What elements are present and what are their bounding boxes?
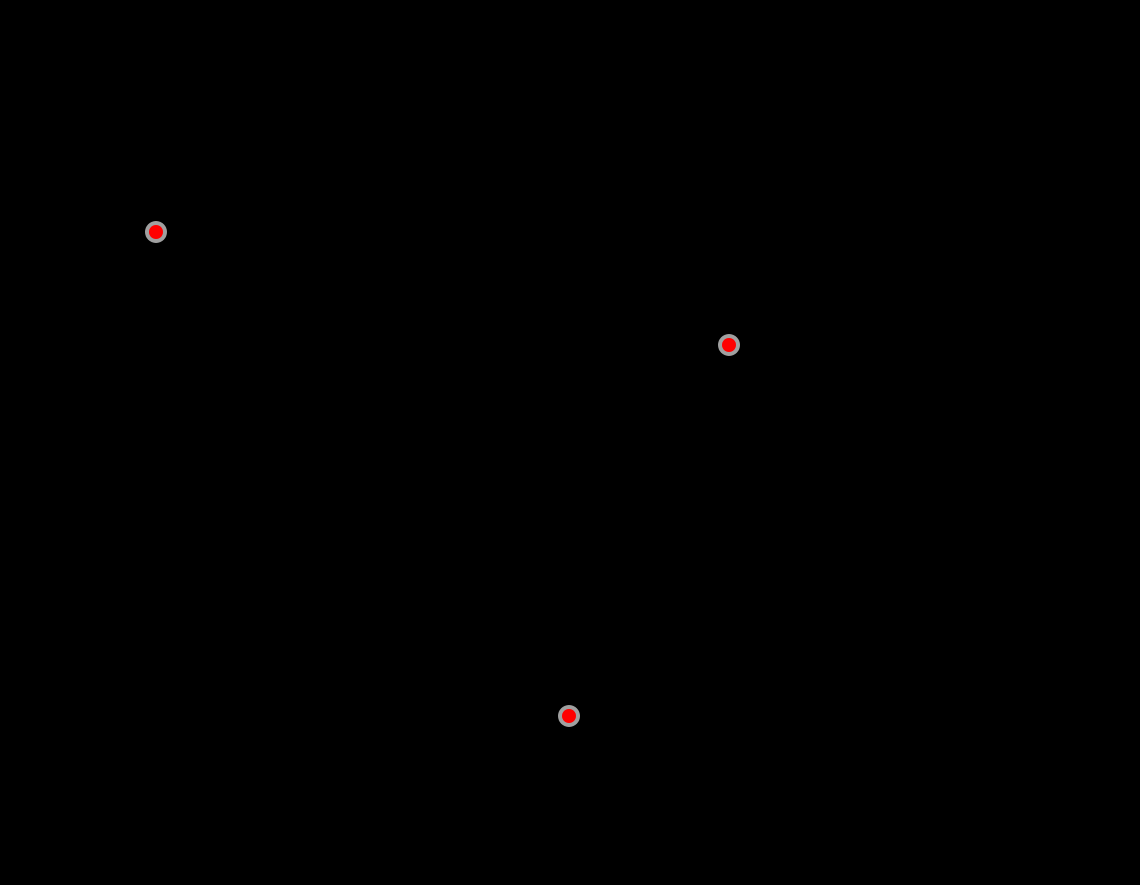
marker-right: [722, 338, 736, 352]
canvas-background: [0, 0, 1140, 885]
marker-top-left: [149, 225, 163, 239]
marker-bottom: [562, 709, 576, 723]
